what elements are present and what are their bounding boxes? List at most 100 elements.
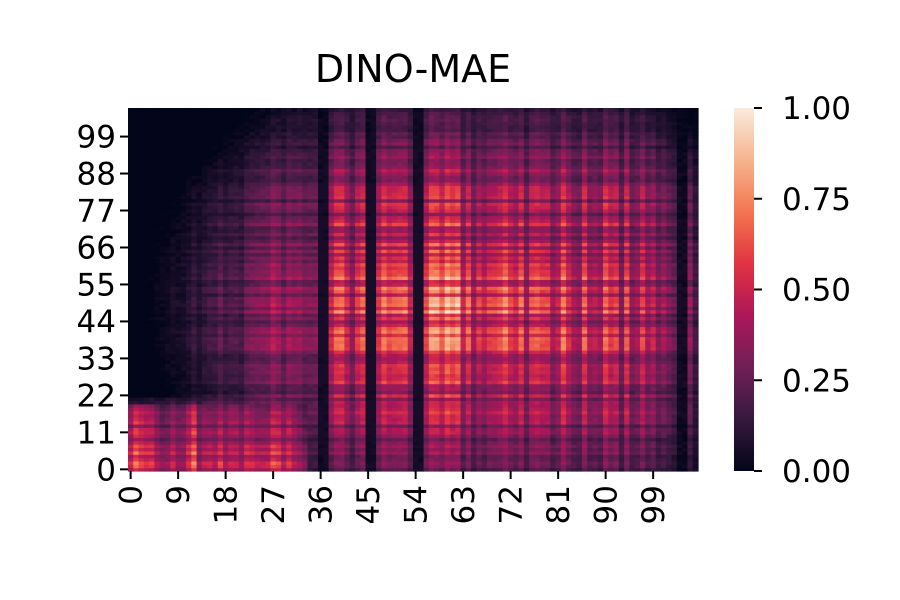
heatmap-cell bbox=[386, 444, 393, 449]
heatmap-cell bbox=[666, 413, 673, 418]
heatmap-cell bbox=[196, 464, 203, 469]
heatmap-cell bbox=[629, 390, 636, 395]
heatmap-cell bbox=[407, 430, 414, 435]
heatmap-cell bbox=[391, 413, 398, 418]
heatmap-cell bbox=[492, 434, 499, 438]
heatmap-cell bbox=[344, 417, 351, 422]
heatmap-cell bbox=[244, 437, 250, 442]
heatmap-cell bbox=[492, 454, 499, 459]
heatmap-cell bbox=[270, 336, 277, 341]
heatmap-cell bbox=[143, 423, 150, 428]
heatmap-cell bbox=[492, 410, 499, 415]
heatmap-cell bbox=[207, 373, 214, 378]
heatmap-cell bbox=[402, 400, 409, 405]
heatmap-cell bbox=[529, 410, 535, 415]
heatmap-cell bbox=[170, 440, 177, 445]
heatmap-cell bbox=[244, 464, 250, 469]
heatmap-cell bbox=[265, 450, 272, 455]
heatmap-cell bbox=[328, 434, 335, 438]
heatmap-cell bbox=[265, 366, 272, 371]
heatmap-cell bbox=[175, 407, 182, 412]
heatmap-cell bbox=[434, 417, 440, 422]
heatmap-cell bbox=[402, 386, 409, 391]
heatmap-cell bbox=[339, 370, 345, 375]
heatmap-cell bbox=[391, 390, 398, 395]
heatmap-cell bbox=[323, 450, 330, 455]
heatmap-cell bbox=[650, 437, 657, 442]
heatmap-cell bbox=[175, 380, 182, 385]
heatmap-cell bbox=[597, 440, 604, 445]
heatmap-cell bbox=[370, 423, 377, 428]
heatmap-cell bbox=[550, 434, 557, 438]
heatmap-cell bbox=[333, 450, 340, 455]
heatmap-cell bbox=[286, 410, 293, 415]
heatmap-cell bbox=[534, 390, 541, 395]
heatmap-cell bbox=[618, 393, 625, 398]
heatmap-cell bbox=[476, 434, 483, 438]
heatmap-cell bbox=[444, 437, 451, 442]
heatmap-cell bbox=[555, 460, 562, 465]
heatmap-cell bbox=[476, 336, 483, 341]
heatmap-cell bbox=[360, 380, 367, 385]
heatmap-cell bbox=[223, 467, 229, 472]
heatmap-cell bbox=[339, 376, 345, 381]
heatmap-cell bbox=[513, 417, 520, 422]
heatmap-cell bbox=[281, 457, 287, 462]
heatmap-cell bbox=[328, 413, 335, 418]
heatmap-cell bbox=[634, 413, 641, 418]
heatmap-cell bbox=[170, 376, 177, 381]
heatmap-cell bbox=[223, 386, 229, 391]
heatmap-cell bbox=[460, 447, 467, 452]
heatmap-cell bbox=[328, 423, 335, 428]
heatmap-cell bbox=[676, 437, 683, 442]
heatmap-cell bbox=[497, 450, 504, 455]
heatmap-cell bbox=[460, 386, 467, 391]
heatmap-cell bbox=[687, 410, 694, 415]
heatmap-cell bbox=[291, 383, 298, 388]
heatmap-cell bbox=[544, 373, 551, 378]
heatmap-cell bbox=[344, 383, 351, 388]
heatmap-cell bbox=[650, 464, 657, 469]
heatmap-cell bbox=[502, 460, 509, 465]
heatmap-cell bbox=[339, 467, 345, 472]
heatmap-cell bbox=[518, 373, 525, 378]
heatmap-cell bbox=[603, 383, 609, 388]
heatmap-cell bbox=[587, 376, 594, 381]
heatmap-cell bbox=[671, 467, 678, 472]
heatmap-cell bbox=[312, 400, 319, 405]
heatmap-cell bbox=[318, 403, 324, 408]
heatmap-cell bbox=[191, 417, 198, 422]
heatmap-cell bbox=[576, 390, 583, 395]
heatmap-cell bbox=[597, 400, 604, 405]
heatmap-cell bbox=[603, 420, 609, 425]
heatmap-cell bbox=[613, 393, 620, 398]
heatmap-cell bbox=[386, 380, 393, 385]
heatmap-cell bbox=[539, 420, 546, 425]
heatmap-cell bbox=[655, 380, 662, 385]
heatmap-cell bbox=[449, 383, 456, 388]
heatmap-cell bbox=[550, 336, 557, 341]
heatmap-cell bbox=[666, 434, 673, 438]
heatmap-cell bbox=[544, 376, 551, 381]
heatmap-cell bbox=[597, 376, 604, 381]
heatmap-cell bbox=[265, 460, 272, 465]
heatmap-cell bbox=[302, 440, 309, 445]
heatmap-cell bbox=[581, 383, 588, 388]
heatmap-cell bbox=[238, 467, 245, 472]
heatmap-cell bbox=[397, 454, 404, 459]
heatmap-cell bbox=[318, 457, 324, 462]
heatmap-cell bbox=[639, 444, 646, 449]
heatmap-cell bbox=[259, 437, 266, 442]
heatmap-cell bbox=[560, 460, 567, 465]
heatmap-cell bbox=[154, 366, 161, 371]
heatmap-cell bbox=[175, 390, 182, 395]
heatmap-cell bbox=[386, 376, 393, 381]
heatmap-cell bbox=[201, 447, 208, 452]
heatmap-cell bbox=[676, 410, 683, 415]
heatmap-cell bbox=[581, 430, 588, 435]
heatmap-cell bbox=[360, 413, 367, 418]
heatmap-cell bbox=[608, 460, 615, 465]
heatmap-cell bbox=[571, 437, 578, 442]
heatmap-cell bbox=[370, 393, 377, 398]
heatmap-cell bbox=[238, 373, 245, 378]
